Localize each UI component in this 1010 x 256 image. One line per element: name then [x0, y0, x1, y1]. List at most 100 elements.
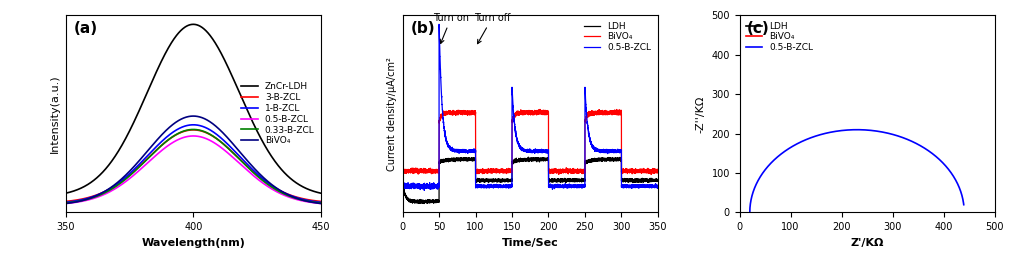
0.5-B-ZCL — [464, 150, 476, 153]
ZnCr-LDH — [230, 84, 242, 88]
3-B-ZCL — [105, 187, 117, 190]
Line: LDH: LDH — [403, 157, 658, 204]
Legend: ZnCr-LDH, 3-B-ZCL, 1-B-ZCL, 0.5-B-ZCL, 0.33-B-ZCL, BiVO₄: ZnCr-LDH, 3-B-ZCL, 1-B-ZCL, 0.5-B-ZCL, 0… — [239, 81, 316, 147]
0.33-B-ZCL — [315, 201, 327, 205]
0.5-B-ZCL — [105, 190, 117, 193]
BiVO₄ — [570, 171, 582, 174]
LDH — [493, 179, 505, 182]
BiVO₄ — [464, 111, 476, 114]
3-B-ZCL — [210, 137, 222, 140]
LDH — [418, 202, 430, 205]
0.5-B-ZCL — [397, 184, 409, 187]
Line: 3-B-ZCL: 3-B-ZCL — [66, 130, 321, 201]
Text: Turn on: Turn on — [433, 13, 470, 44]
Legend: LDH, BiVO₄, 0.5-B-ZCL: LDH, BiVO₄, 0.5-B-ZCL — [744, 20, 815, 54]
3-B-ZCL — [175, 131, 187, 134]
0.5-B-ZCL — [418, 189, 430, 192]
Line: BiVO₄: BiVO₄ — [403, 109, 658, 175]
ZnCr-LDH — [315, 192, 327, 195]
1-B-ZCL — [230, 152, 242, 155]
LDH — [397, 178, 409, 181]
BiVO₄ — [315, 202, 327, 205]
Text: Turn off: Turn off — [474, 13, 511, 44]
0.5-B-ZCL — [957, 203, 970, 206]
Line: 0.5-B-ZCL: 0.5-B-ZCL — [749, 130, 964, 212]
0.33-B-ZCL — [175, 131, 187, 134]
BiVO₄ — [520, 111, 532, 114]
0.5-B-ZCL — [784, 146, 796, 150]
ZnCr-LDH — [105, 161, 117, 164]
X-axis label: Z'/KΩ: Z'/KΩ — [850, 238, 884, 248]
0.33-B-ZCL — [252, 175, 265, 178]
0.5-B-ZCL — [743, 211, 755, 214]
BiVO₄ — [230, 146, 242, 150]
BiVO₄ — [493, 168, 505, 172]
1-B-ZCL — [60, 201, 72, 204]
0.5-B-ZCL — [230, 159, 242, 162]
0.5-B-ZCL — [570, 185, 582, 188]
BiVO₄ — [252, 171, 265, 174]
ZnCr-LDH — [125, 126, 137, 129]
ZnCr-LDH — [175, 29, 187, 32]
LDH — [410, 200, 422, 203]
BiVO₄ — [397, 170, 409, 173]
3-B-ZCL — [125, 172, 137, 175]
Y-axis label: -Z''/KΩ: -Z''/KΩ — [696, 95, 706, 133]
BiVO₄ — [125, 168, 137, 171]
Y-axis label: Intensity(a.u.): Intensity(a.u.) — [50, 74, 60, 153]
0.5-B-ZCL — [939, 164, 951, 167]
1-B-ZCL — [175, 126, 187, 129]
BiVO₄ — [651, 170, 664, 173]
BiVO₄ — [498, 169, 510, 172]
0.5-B-ZCL — [315, 202, 327, 205]
Line: 0.5-B-ZCL: 0.5-B-ZCL — [403, 24, 658, 190]
BiVO₄ — [187, 114, 199, 118]
0.33-B-ZCL — [210, 137, 222, 140]
0.5-B-ZCL — [804, 136, 816, 140]
3-B-ZCL — [315, 200, 327, 203]
0.5-B-ZCL — [493, 184, 505, 187]
Text: (a): (a) — [74, 21, 97, 36]
0.5-B-ZCL — [60, 202, 72, 205]
X-axis label: Wavelength(nm): Wavelength(nm) — [141, 238, 245, 248]
Line: ZnCr-LDH: ZnCr-LDH — [66, 24, 321, 193]
Line: BiVO₄: BiVO₄ — [66, 116, 321, 204]
BiVO₄ — [175, 118, 187, 121]
0.5-B-ZCL — [175, 137, 187, 140]
ZnCr-LDH — [210, 44, 222, 47]
X-axis label: Time/Sec: Time/Sec — [502, 238, 559, 248]
0.5-B-ZCL — [125, 176, 137, 179]
0.33-B-ZCL — [60, 201, 72, 205]
BiVO₄ — [534, 108, 546, 111]
LDH — [498, 179, 510, 182]
Y-axis label: Current density/μA/cm²: Current density/μA/cm² — [387, 57, 397, 171]
0.5-B-ZCL — [851, 128, 864, 131]
1-B-ZCL — [125, 170, 137, 174]
1-B-ZCL — [105, 187, 117, 190]
3-B-ZCL — [230, 154, 242, 157]
BiVO₄ — [210, 125, 222, 128]
0.5-B-ZCL — [210, 143, 222, 146]
LDH — [570, 180, 582, 183]
0.33-B-ZCL — [125, 173, 137, 176]
Text: (b): (b) — [410, 21, 435, 36]
ZnCr-LDH — [187, 23, 199, 26]
0.5-B-ZCL — [187, 134, 199, 137]
1-B-ZCL — [315, 201, 327, 204]
BiVO₄ — [60, 202, 72, 205]
0.5-B-ZCL — [433, 23, 445, 26]
3-B-ZCL — [187, 128, 199, 131]
1-B-ZCL — [210, 133, 222, 136]
Text: (c): (c) — [747, 21, 770, 36]
ZnCr-LDH — [252, 132, 265, 135]
0.5-B-ZCL — [410, 184, 422, 187]
BiVO₄ — [410, 170, 422, 174]
3-B-ZCL — [60, 200, 72, 203]
0.33-B-ZCL — [230, 155, 242, 158]
0.5-B-ZCL — [498, 184, 510, 187]
BiVO₄ — [645, 173, 658, 176]
Legend: LDH, BiVO₄, 0.5-B-ZCL: LDH, BiVO₄, 0.5-B-ZCL — [583, 20, 653, 54]
0.5-B-ZCL — [774, 154, 786, 157]
0.5-B-ZCL — [897, 136, 909, 139]
0.5-B-ZCL — [651, 185, 664, 188]
